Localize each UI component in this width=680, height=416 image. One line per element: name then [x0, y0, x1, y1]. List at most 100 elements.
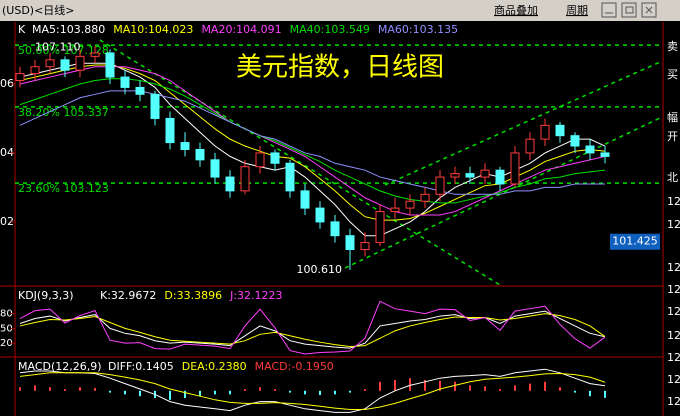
trend-line — [384, 61, 661, 186]
side-number: 12 — [667, 261, 680, 274]
legend-entry: MA5:103.880 — [32, 23, 105, 36]
candle-body — [105, 52, 115, 78]
candle-body — [375, 211, 385, 244]
side-label: 开 — [667, 130, 678, 143]
legend-entry: MA60:103.135 — [378, 23, 458, 36]
ma-line — [19, 78, 606, 204]
icon — [645, 6, 653, 14]
candle-body — [315, 207, 325, 223]
fib-label: 23.60% 103.123 — [18, 182, 109, 195]
y-tick-label: 50 — [0, 323, 13, 334]
menu-item[interactable]: 商品叠加 — [494, 3, 538, 17]
side-number: 12 — [667, 351, 680, 364]
toolbar-title: (USD)<日线> — [2, 3, 75, 17]
y-tick-label: 06 — [0, 77, 14, 90]
candle-body — [270, 152, 280, 164]
ma-line — [19, 66, 606, 216]
candle-body — [570, 135, 580, 147]
candle-body — [300, 190, 310, 209]
legend-entry: MA20:104.091 — [201, 23, 281, 36]
candle-body — [465, 173, 475, 178]
candle-body — [15, 73, 25, 82]
candle-body — [135, 86, 145, 95]
side-number: 12 — [667, 395, 680, 408]
candle-body — [435, 176, 445, 195]
candle-body — [585, 145, 595, 154]
candle-body — [195, 148, 205, 161]
candle-body — [450, 173, 460, 178]
legend-entry: DIFF:0.1405 — [108, 360, 174, 373]
macd-line — [19, 368, 606, 413]
side-label: 北 — [667, 171, 678, 184]
minimize-button[interactable] — [601, 2, 617, 18]
candle-body — [540, 124, 550, 140]
fib-label: 50.00% 107.128 — [18, 44, 109, 57]
candle-body — [285, 162, 295, 192]
candle-body — [180, 142, 190, 150]
panel-label: K — [18, 23, 26, 36]
y-tick-label: 80 — [0, 309, 13, 320]
candle-body — [45, 59, 55, 68]
price-box — [610, 233, 660, 250]
trend-line — [99, 39, 501, 286]
candle-body — [225, 176, 235, 192]
icon — [625, 6, 634, 14]
fib-label: 38.20% 105.337 — [18, 106, 109, 119]
kdj-line — [19, 313, 606, 348]
panel-title: MACD(12,26,9) — [18, 360, 102, 373]
ma-line — [19, 90, 605, 195]
candle-body — [480, 169, 490, 178]
legend-entry: J:32.1223 — [229, 289, 282, 302]
legend-entry: MA10:104.023 — [113, 23, 193, 36]
restore-button[interactable] — [621, 2, 637, 18]
high-label: 107.110 — [35, 41, 81, 54]
candle-body — [30, 66, 40, 75]
menu-item[interactable]: 周期 — [566, 4, 588, 17]
side-number: 12 — [667, 218, 680, 231]
low-label: 100.610 — [297, 263, 343, 276]
trend-line — [344, 117, 661, 269]
price-label: 101.425 — [612, 235, 658, 248]
side-number: 12 — [667, 283, 680, 296]
candle-body — [330, 221, 340, 237]
candle-body — [405, 200, 415, 209]
candle-body — [600, 152, 610, 157]
y-tick-label: 04 — [0, 146, 14, 159]
candle-body — [510, 152, 520, 185]
candle-body — [165, 117, 175, 144]
panel-title: KDJ(9,3,3) — [18, 289, 74, 302]
legend-entry: MA40:103.549 — [290, 23, 370, 36]
side-number: 12 — [667, 195, 680, 208]
side-label: 买 — [667, 68, 678, 81]
y-tick-label: 02 — [0, 215, 14, 228]
candle-body — [60, 59, 70, 71]
candle-body — [210, 159, 220, 178]
window-buttons[interactable] — [601, 2, 657, 18]
legend-entry: K:32.9672 — [100, 289, 156, 302]
candle-body — [525, 138, 535, 154]
candle-body — [360, 242, 370, 250]
candle-body — [345, 235, 355, 250]
side-number: 12 — [667, 305, 680, 318]
side-label: 卖 — [667, 40, 678, 53]
y-tick-label: 20 — [0, 338, 13, 349]
candle-body — [240, 166, 250, 192]
chart-title: 美元指数，日线图 — [236, 53, 444, 83]
toolbar — [0, 0, 680, 21]
side-number: 12 — [667, 373, 680, 386]
candle-body — [495, 169, 505, 185]
candle-body — [150, 93, 160, 119]
trend-lines — [99, 39, 661, 286]
candle-body — [120, 76, 130, 88]
candle-body — [255, 152, 265, 168]
candle-body — [420, 193, 430, 202]
candle-body — [75, 55, 85, 71]
side-number: 12 — [667, 329, 680, 342]
candle-body — [390, 207, 400, 213]
macd-line — [19, 372, 606, 411]
legend-entry: D:33.3896 — [164, 289, 222, 302]
panel-borders — [0, 22, 664, 416]
legend-entry: DEA:0.2380 — [182, 360, 247, 373]
side-label: 幅 — [667, 111, 678, 124]
